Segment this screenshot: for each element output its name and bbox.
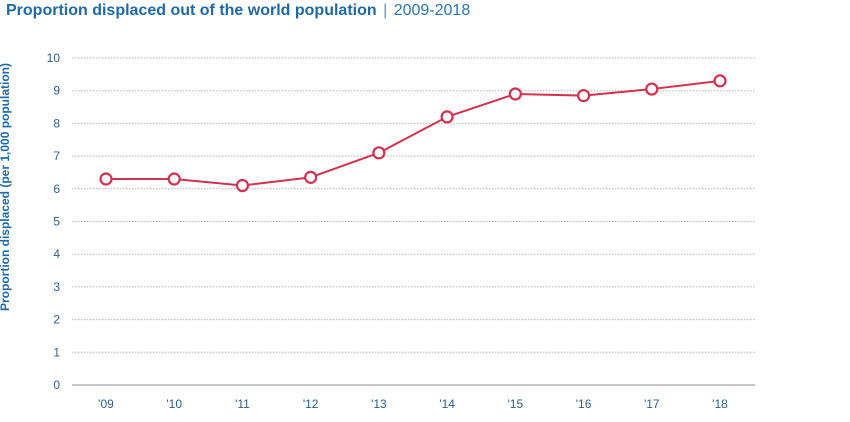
y-axis-label: Proportion displaced (per 1,000 populati…	[0, 63, 12, 311]
data-point	[235, 178, 250, 193]
x-tick-label: '09	[98, 397, 114, 411]
data-point	[508, 87, 522, 101]
x-tick-labels: '09 '10 '11 '12 '13 '14 '15 '16 '17 '18	[98, 397, 728, 411]
x-tick-label: '10	[166, 397, 182, 411]
gridlines	[72, 57, 755, 386]
data-point	[645, 82, 659, 96]
y-tick-label: 6	[53, 182, 60, 196]
data-point	[440, 110, 454, 124]
data-point	[372, 146, 386, 160]
series	[106, 79, 721, 187]
x-tick-label: '17	[644, 397, 660, 411]
x-tick-label: '18	[712, 397, 728, 411]
y-tick-label: 5	[53, 215, 60, 229]
data-point	[576, 89, 591, 103]
y-tick-label: 2	[53, 313, 60, 327]
x-tick-label: '11	[235, 397, 250, 411]
y-tick-label: 9	[53, 84, 60, 98]
chart-subtitle: 2009-2018	[393, 2, 471, 19]
data-point	[167, 172, 181, 186]
y-tick-label: 8	[53, 116, 60, 130]
y-tick-label: 4	[53, 247, 60, 261]
y-tick-label: 7	[53, 149, 60, 163]
x-tick-label: '12	[303, 397, 319, 411]
y-tick-label: 0	[53, 378, 60, 392]
data-point	[99, 172, 113, 186]
x-tick-label: '16	[576, 397, 592, 411]
chart-title: Proportion displaced out of the world po…	[6, 0, 470, 22]
data-point	[304, 170, 318, 184]
data-point	[713, 74, 727, 88]
chart-title-separator: |	[383, 2, 388, 19]
x-tick-label: '13	[371, 397, 387, 411]
series-line	[106, 79, 721, 187]
y-tick-label: 1	[53, 345, 60, 359]
x-tick-label: '15	[508, 397, 524, 411]
y-tick-label: 3	[53, 280, 60, 294]
chart-title-main: Proportion displaced out of the world po…	[6, 2, 377, 19]
data-markers	[99, 74, 727, 193]
x-tick-label: '14	[439, 397, 455, 411]
y-tick-labels: 0 1 2 3 4 5 6 7 8 9 10	[47, 51, 61, 392]
y-tick-label: 10	[47, 51, 61, 65]
